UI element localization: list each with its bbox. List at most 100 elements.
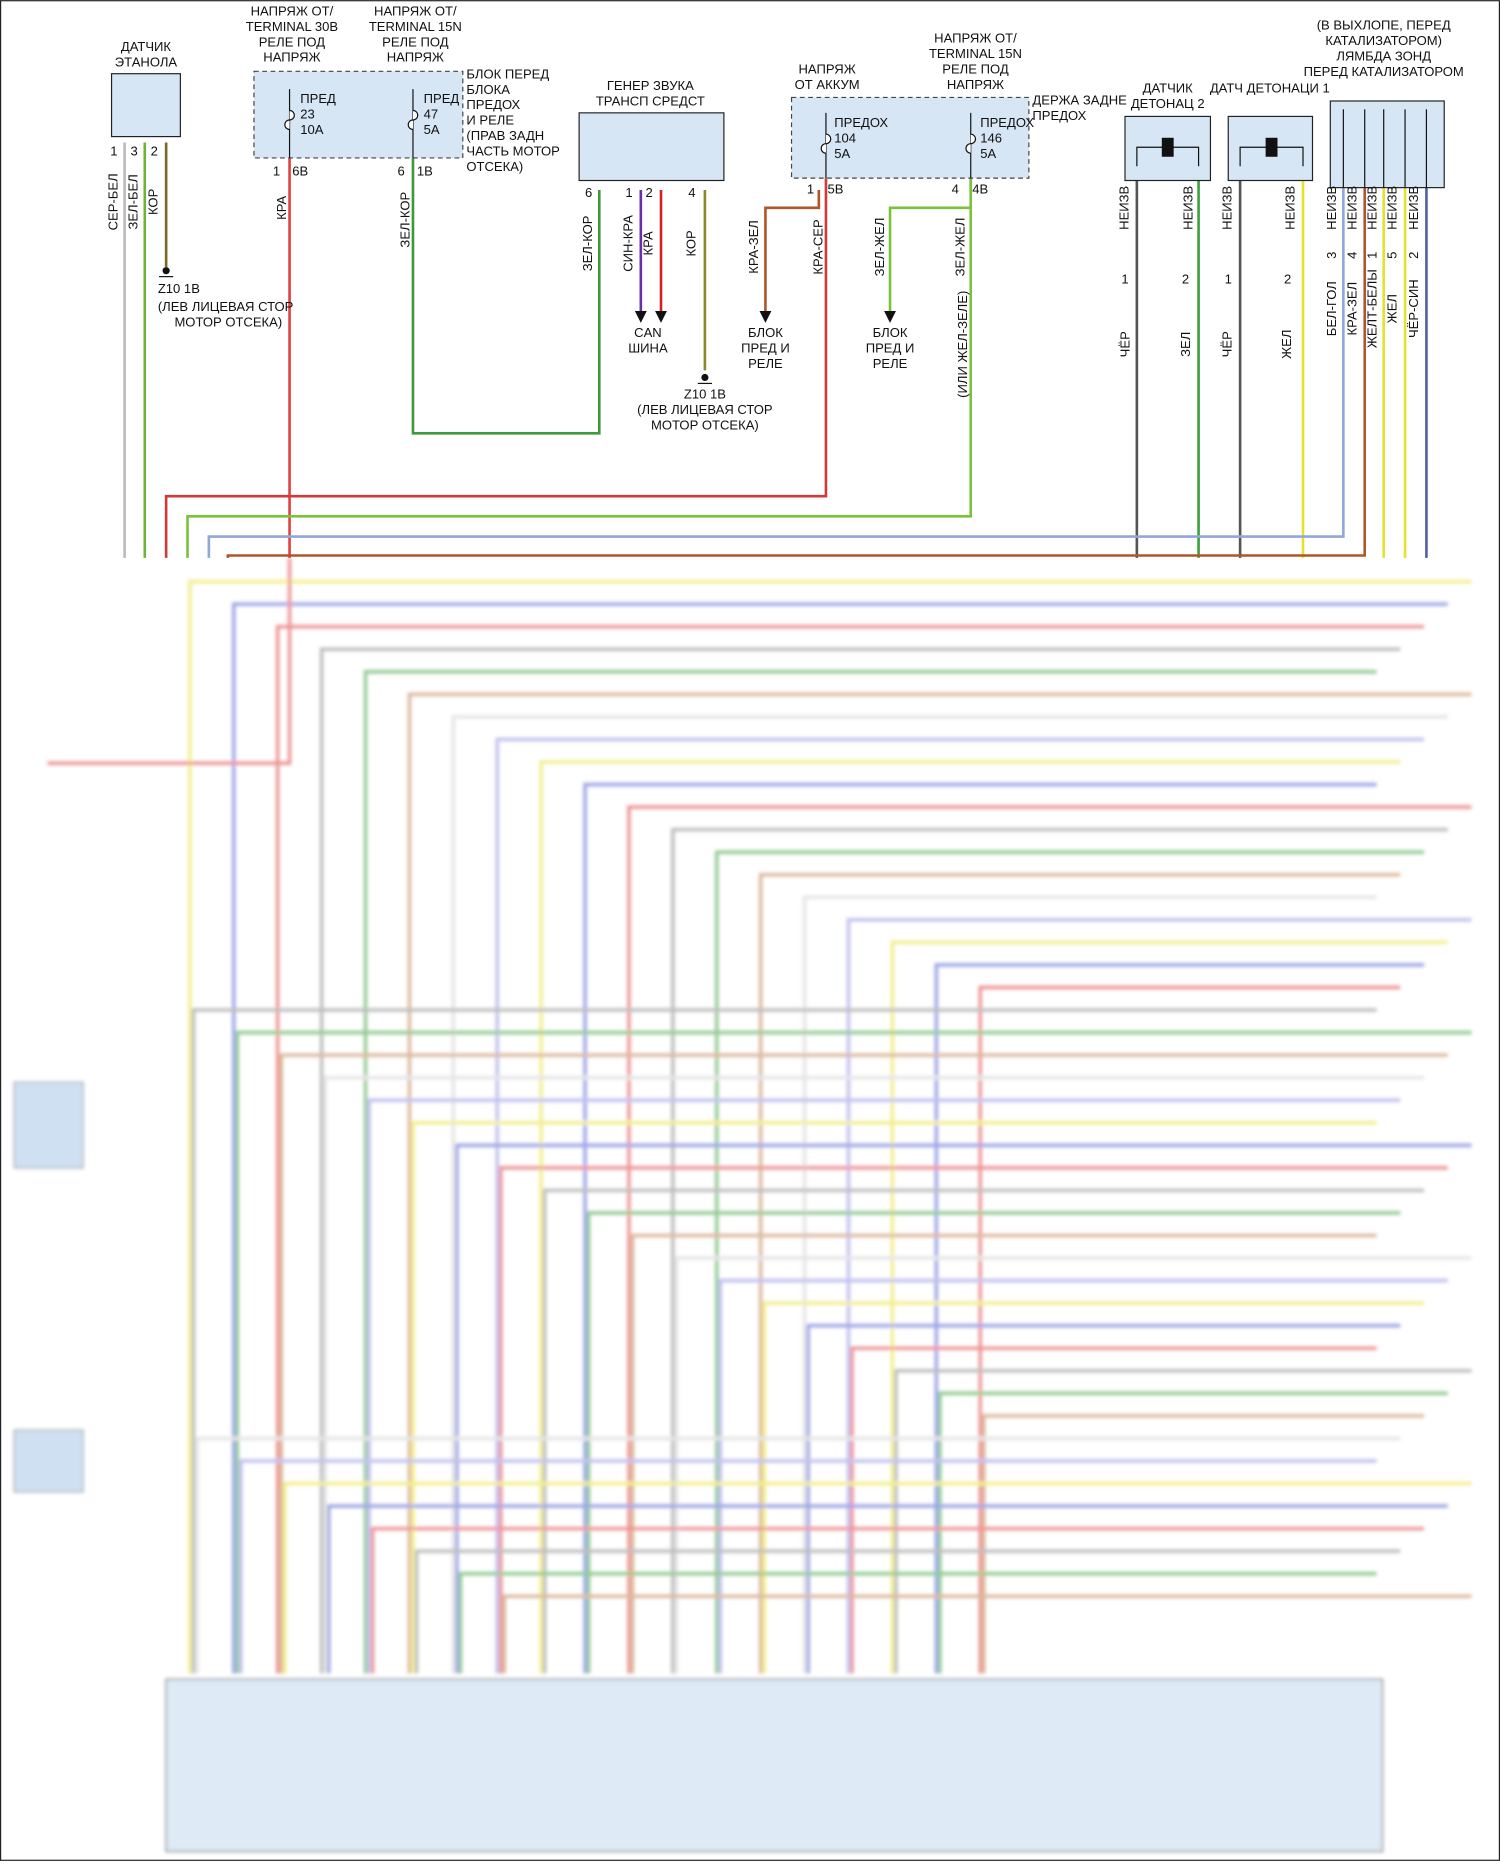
wire	[764, 189, 821, 312]
label: (ЛЕВ ЛИЦЕВАЯ СТОР	[637, 402, 773, 417]
wire-color: ЗЕЛ-ЖЕЛ	[872, 218, 887, 277]
blurred-wire	[414, 1549, 1401, 1674]
pin-number: 5B	[827, 181, 843, 196]
label: ПРЕДОХ	[834, 115, 888, 130]
blurred-wire	[411, 1120, 1377, 1674]
label: (В ВЫХЛОПЕ, ПЕРЕД	[1317, 18, 1451, 33]
front-fuse-block-box	[253, 70, 464, 159]
blurred-wire	[586, 1211, 1401, 1674]
wire-color: ЧЁР-СИН	[1406, 279, 1421, 338]
blurred-wire	[806, 1323, 1401, 1674]
label: (ИЛИ ЖЕЛ-ЗЕЛЕ)	[955, 291, 970, 398]
fuse-symbol	[284, 109, 295, 131]
blurred-wire	[714, 850, 1425, 1674]
pin-number: 1	[807, 181, 814, 196]
label: ПРЕДОХ	[980, 115, 1034, 130]
blurred-wire	[235, 1030, 1472, 1674]
blurred-wire	[370, 1526, 1425, 1674]
fuse-symbol	[965, 133, 976, 154]
wire	[226, 187, 1367, 558]
pin-number: 1	[1121, 272, 1128, 287]
label: НЕИЗВ	[1364, 185, 1379, 229]
pin-number: 4	[1344, 252, 1359, 259]
label: TERMINAL 15N	[929, 46, 1022, 61]
blurred-wire	[239, 1459, 1377, 1674]
label: (ПРАВ ЗАДН	[466, 128, 544, 143]
wire-color: ЖЕЛТ-БЕЛЫ	[1364, 269, 1379, 348]
blurred-wire	[326, 1504, 1448, 1674]
label: Z10 1B	[684, 387, 726, 402]
wire-color: ЖЕЛ	[1279, 330, 1294, 359]
blurred-wire	[188, 579, 1472, 1674]
blurred-connector	[13, 1429, 84, 1493]
blurred-wire	[191, 1008, 1377, 1674]
wire-color: КРА	[641, 231, 656, 255]
label: ЛЯМБДА ЗОНД	[1336, 49, 1431, 64]
arrow	[655, 311, 667, 323]
blurred-wire	[275, 624, 1425, 1674]
label: НАПРЯЖ	[799, 62, 856, 77]
label: ДАТЧИК	[1143, 81, 1194, 96]
wire-color: ЗЕЛ-ЖЕЛ	[953, 218, 968, 277]
pin-number: 2	[1182, 272, 1189, 287]
ecu-box	[165, 1678, 1384, 1852]
wire-color: ЧЁР	[1220, 331, 1235, 357]
label: НЕИЗВ	[1220, 185, 1235, 229]
label: ПРЕД	[424, 91, 460, 106]
label: ЧАСТЬ МОТОР	[466, 143, 560, 158]
pin-number: 1	[110, 143, 117, 158]
label: ПРЕД И	[866, 340, 915, 355]
label: 5A	[424, 122, 440, 137]
pin-number: 3	[1324, 252, 1339, 259]
arrow	[759, 311, 772, 323]
wire-color: КРА-ЗЕЛ	[1344, 282, 1359, 336]
blurred-wire	[363, 670, 1377, 1674]
label: ДАТЧ ДЕТОНАЦИ 1	[1210, 81, 1330, 96]
label: 104	[834, 130, 856, 145]
wire-color: КРА	[274, 195, 289, 219]
wire	[207, 187, 1345, 558]
blurred-wire	[458, 1571, 1377, 1674]
label: CAN	[634, 325, 662, 340]
pin-number: 1	[273, 164, 280, 179]
wire-color: ЗЕЛ-БЕЛ	[126, 174, 141, 229]
wire-color: БЕЛ-ГОЛ	[1324, 281, 1339, 336]
label: НАПРЯЖ	[387, 50, 444, 65]
label: РЕЛЕ	[748, 356, 783, 371]
label: ПЕРЕД КАТАЛИЗАТОРОМ	[1304, 64, 1464, 79]
blurred-wire	[539, 760, 1401, 1674]
label: ОТ АККУМ	[795, 77, 860, 92]
wire-color: ЗЕЛ	[1178, 332, 1193, 357]
blurred-wire	[47, 557, 292, 765]
lambda-sensor-box	[1329, 100, 1445, 189]
components	[110, 70, 1445, 1852]
label: 23	[300, 107, 315, 122]
blurred-wire	[671, 827, 1448, 1674]
blurred-wire	[502, 1594, 1472, 1674]
pin-number: 4B	[972, 181, 988, 196]
pin-number: 4	[952, 181, 959, 196]
pin-number: 1	[1364, 252, 1379, 259]
blurred-wire	[283, 1481, 1472, 1674]
wire	[411, 157, 601, 435]
label: НЕИЗВ	[1283, 185, 1298, 229]
knock-element	[1265, 137, 1278, 157]
wire-color: СИН-КРА	[620, 215, 635, 272]
wire-color: КРА-ЗЕЛ	[746, 220, 761, 274]
blurred-wire	[850, 1346, 1377, 1674]
blurred-wire	[890, 940, 1448, 1674]
label: ОТСЕКА)	[466, 159, 523, 174]
blurred-wire	[319, 647, 1401, 1674]
blurred-wire	[674, 1256, 1472, 1674]
ethanol-sensor-box	[110, 73, 181, 138]
wire-color: СЕР-БЕЛ	[105, 173, 120, 230]
blurred-wire	[495, 737, 1425, 1674]
label: ПРЕД И	[741, 340, 790, 355]
label: НАПРЯЖ	[263, 50, 320, 65]
pin-number: 2	[1406, 252, 1421, 259]
pin-number: 6	[397, 164, 404, 179]
